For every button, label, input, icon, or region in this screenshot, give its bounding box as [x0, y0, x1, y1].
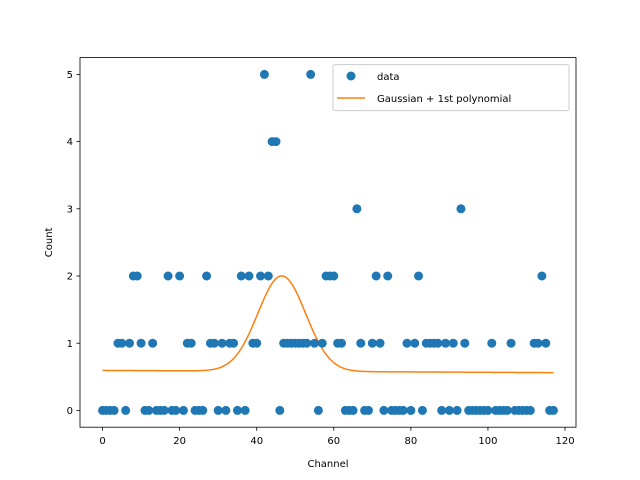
legend-marker-data — [346, 71, 356, 81]
data-point — [271, 137, 281, 147]
data-point — [533, 338, 543, 348]
data-point — [275, 405, 285, 415]
data-point — [417, 405, 427, 415]
data-point — [437, 405, 447, 415]
data-point — [375, 338, 385, 348]
legend: data Gaussian + 1st polynomial — [332, 64, 570, 112]
data-point — [537, 271, 547, 281]
y-tick-label: 4 — [67, 137, 73, 148]
y-tick-label: 1 — [67, 339, 73, 350]
data-point — [125, 338, 135, 348]
data-point — [487, 338, 497, 348]
data-point — [398, 405, 408, 415]
data-point — [163, 271, 173, 281]
data-point — [406, 405, 416, 415]
x-tick-label: 120 — [555, 436, 574, 447]
y-tick-label: 3 — [67, 204, 73, 215]
data-point — [414, 271, 424, 281]
data-point — [259, 69, 269, 79]
x-tick-label: 80 — [404, 436, 417, 447]
data-point — [144, 405, 154, 415]
data-point — [217, 338, 227, 348]
data-point — [548, 405, 558, 415]
data-point — [117, 338, 127, 348]
fit-line — [102, 275, 554, 374]
x-tick-label: 40 — [250, 436, 263, 447]
legend-box — [332, 64, 570, 112]
data-point — [229, 338, 239, 348]
data-point — [336, 338, 346, 348]
data-point — [402, 338, 412, 348]
legend-label-data: data — [377, 72, 400, 83]
points-layer — [98, 69, 558, 415]
data-point — [132, 271, 142, 281]
data-point — [433, 338, 443, 348]
data-point — [441, 338, 451, 348]
data-point — [256, 271, 266, 281]
data-point — [410, 338, 420, 348]
data-point — [506, 338, 516, 348]
x-tick-label: 100 — [478, 436, 497, 447]
data-point — [541, 338, 551, 348]
data-point — [178, 405, 188, 415]
y-tick-label: 0 — [67, 406, 73, 417]
data-point — [302, 338, 312, 348]
data-point — [329, 271, 339, 281]
data-point — [221, 405, 231, 415]
data-point — [306, 69, 316, 79]
data-point — [383, 271, 393, 281]
y-axis-label: Count — [44, 227, 55, 257]
x-tick-label: 60 — [327, 436, 340, 447]
data-point — [263, 271, 273, 281]
y-tick-label: 2 — [67, 272, 73, 283]
data-point — [483, 405, 493, 415]
data-point — [171, 405, 181, 415]
data-point — [148, 338, 158, 348]
data-point — [109, 405, 119, 415]
data-point — [371, 271, 381, 281]
data-point — [244, 271, 254, 281]
data-point — [348, 405, 358, 415]
data-point — [363, 405, 373, 415]
data-point — [213, 405, 223, 415]
data-point — [202, 271, 212, 281]
data-point — [460, 338, 470, 348]
data-point — [232, 405, 242, 415]
data-point — [525, 405, 535, 415]
data-point — [198, 405, 208, 415]
data-point — [356, 338, 366, 348]
data-point — [444, 405, 454, 415]
data-point — [175, 271, 185, 281]
legend-label-fit: Gaussian + 1st polynomial — [377, 94, 511, 105]
data-point — [252, 338, 262, 348]
data-point — [313, 405, 323, 415]
x-axis-label: Channel — [307, 459, 348, 470]
data-point — [456, 204, 466, 214]
y-tick-label: 5 — [67, 70, 73, 81]
data-point — [310, 338, 320, 348]
plot-frame — [79, 57, 577, 428]
data-point — [502, 405, 512, 415]
data-point — [240, 405, 250, 415]
data-point — [121, 405, 131, 415]
data-point — [452, 405, 462, 415]
plot-area — [80, 57, 576, 428]
data-point — [236, 271, 246, 281]
x-axis-ticks: 0 20 40 60 80 100 120 — [99, 427, 575, 447]
data-point — [136, 338, 146, 348]
data-point — [367, 338, 377, 348]
y-axis-ticks: 0 1 2 3 4 5 — [67, 70, 80, 417]
data-point — [209, 338, 219, 348]
x-tick-label: 20 — [173, 436, 186, 447]
x-tick-label: 0 — [99, 436, 105, 447]
data-point — [317, 338, 327, 348]
data-point — [159, 405, 169, 415]
data-point — [352, 204, 362, 214]
data-point — [448, 338, 458, 348]
data-point — [186, 338, 196, 348]
line-layer — [102, 275, 554, 374]
data-point — [379, 405, 389, 415]
